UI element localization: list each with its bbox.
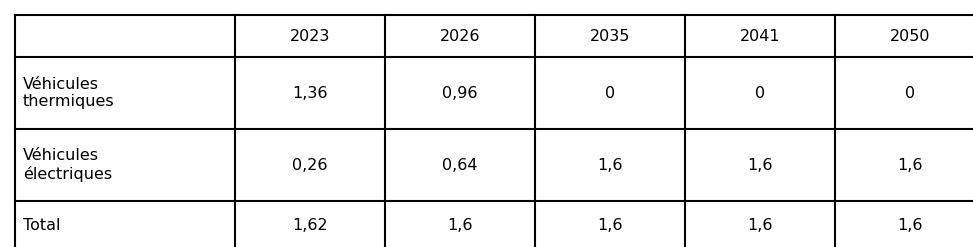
Text: Total: Total — [23, 218, 60, 232]
Text: 2026: 2026 — [440, 28, 481, 43]
Text: 2050: 2050 — [889, 28, 930, 43]
Text: 1,6: 1,6 — [747, 218, 773, 232]
Text: 0,26: 0,26 — [292, 158, 328, 172]
Text: Véhicules
thermiques: Véhicules thermiques — [23, 77, 115, 109]
Text: 1,6: 1,6 — [597, 158, 623, 172]
Text: 0,96: 0,96 — [443, 85, 478, 101]
Text: 0: 0 — [905, 85, 915, 101]
Text: 1,62: 1,62 — [292, 218, 328, 232]
Text: 2041: 2041 — [739, 28, 780, 43]
Text: 0: 0 — [605, 85, 615, 101]
Text: 2023: 2023 — [290, 28, 330, 43]
Text: 0: 0 — [755, 85, 765, 101]
Text: 1,36: 1,36 — [292, 85, 328, 101]
Text: Véhicules
électriques: Véhicules électriques — [23, 148, 112, 182]
Text: 2035: 2035 — [590, 28, 631, 43]
Text: 1,6: 1,6 — [747, 158, 773, 172]
Text: 0,64: 0,64 — [443, 158, 478, 172]
Text: 1,6: 1,6 — [897, 218, 922, 232]
Text: 1,6: 1,6 — [448, 218, 473, 232]
Text: 1,6: 1,6 — [597, 218, 623, 232]
Text: 1,6: 1,6 — [897, 158, 922, 172]
